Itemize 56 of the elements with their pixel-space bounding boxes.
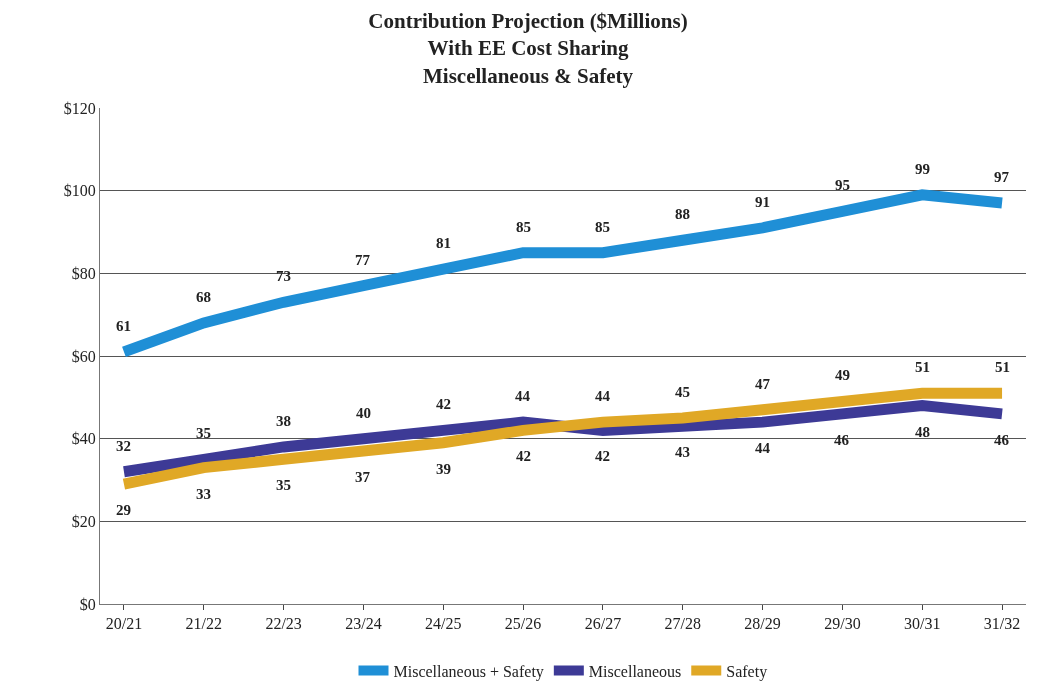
data-label: 33 xyxy=(196,486,211,502)
data-label: 49 xyxy=(835,367,850,383)
x-tick-label: 20/21 xyxy=(105,615,143,633)
x-tick-label: 24/25 xyxy=(425,615,462,633)
legend-label: Miscellaneous + Safety xyxy=(393,662,544,681)
data-label: 85 xyxy=(516,219,531,235)
data-label: 85 xyxy=(595,219,610,235)
legend-label: Safety xyxy=(726,662,768,681)
x-tick-label: 28/29 xyxy=(744,615,781,633)
data-label: 42 xyxy=(595,448,610,464)
data-label: 44 xyxy=(515,388,531,404)
data-label: 37 xyxy=(355,469,371,485)
x-tick-label: 25/26 xyxy=(504,615,542,633)
x-tick-label: 29/30 xyxy=(824,615,861,633)
data-label: 51 xyxy=(915,359,930,375)
x-tick-label: 23/24 xyxy=(345,615,382,633)
data-label: 40 xyxy=(356,405,371,421)
data-label: 48 xyxy=(915,424,930,440)
data-label: 77 xyxy=(355,252,371,268)
data-label: 51 xyxy=(995,359,1010,375)
data-label: 39 xyxy=(436,461,451,477)
data-label: 99 xyxy=(915,161,930,177)
data-label: 42 xyxy=(436,396,451,412)
data-label: 97 xyxy=(994,169,1010,185)
chart-title: Contribution Projection ($Millions) With EE Cost Sharing Miscellaneous & Safety xyxy=(368,9,688,88)
y-tick-label: $60 xyxy=(71,347,96,365)
y-tick-label: $40 xyxy=(71,430,96,448)
x-tick-label: 31/32 xyxy=(983,615,1021,633)
data-label: 42 xyxy=(516,448,531,464)
data-label: 88 xyxy=(675,206,690,222)
y-tick-label: $100 xyxy=(63,182,96,200)
x-tick-label: 22/23 xyxy=(265,615,302,633)
x-tick-label: 26/27 xyxy=(584,615,622,633)
legend-label: Miscellaneous xyxy=(588,662,682,680)
data-label: 45 xyxy=(675,384,690,400)
x-tick-label: 27/28 xyxy=(664,615,701,633)
data-label: 47 xyxy=(755,376,771,392)
data-label: 35 xyxy=(196,425,211,441)
x-tick-label: 21/22 xyxy=(185,615,223,633)
data-label: 81 xyxy=(436,235,451,251)
data-label: 32 xyxy=(116,438,131,454)
y-tick-label: $80 xyxy=(71,264,96,282)
data-label: 91 xyxy=(755,194,770,210)
data-label: 44 xyxy=(595,388,611,404)
y-tick-label: $0 xyxy=(79,595,96,613)
data-label: 29 xyxy=(116,502,131,518)
data-label: 35 xyxy=(276,477,291,493)
x-tick-label: 30/31 xyxy=(903,615,941,633)
data-label: 95 xyxy=(835,177,850,193)
data-label: 43 xyxy=(675,444,690,460)
data-label: 38 xyxy=(276,413,291,429)
y-tick-label: $20 xyxy=(71,512,96,530)
data-label: 68 xyxy=(196,289,211,305)
data-label: 61 xyxy=(116,318,131,334)
y-tick-label: $120 xyxy=(63,99,96,117)
data-label: 44 xyxy=(755,440,771,456)
